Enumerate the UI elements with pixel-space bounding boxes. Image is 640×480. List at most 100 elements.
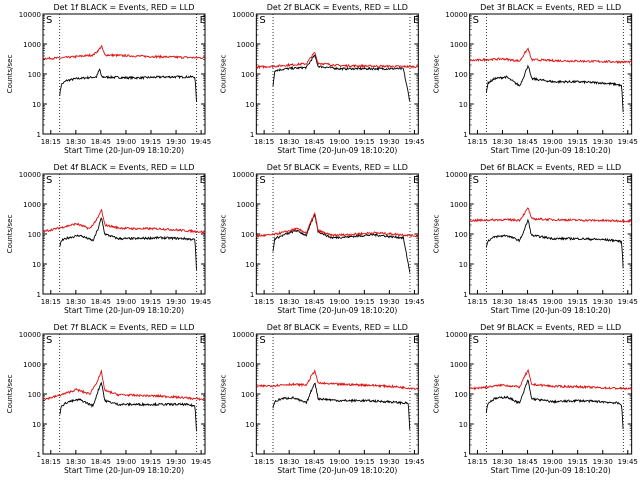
x-tick-label: 18:15: [41, 298, 61, 306]
x-tick-label: 18:15: [467, 458, 487, 466]
x-tick-label: 19:15: [568, 298, 588, 306]
y-tick-label: 100: [28, 391, 41, 399]
lld-series-line: [469, 207, 632, 224]
x-tick-label: 18:30: [66, 458, 86, 466]
start-marker-label: S: [259, 335, 265, 346]
x-tick-label: 19:30: [379, 458, 399, 466]
x-tick-label: 19:00: [329, 458, 349, 466]
y-tick-label: 1: [463, 131, 467, 139]
y-tick-label: 1000: [450, 41, 468, 49]
y-tick-label: 1: [37, 131, 41, 139]
start-marker-label: S: [46, 335, 52, 346]
y-tick-label: 10: [245, 261, 254, 269]
lld-series-line: [255, 368, 419, 391]
x-axis-label: Start Time (20-Jun-09 18:10:20): [277, 466, 397, 475]
x-tick-label: 18:15: [467, 298, 487, 306]
x-tick-label: 18:30: [66, 298, 86, 306]
chart-title: Det 5f BLACK = Events, RED = LLD: [267, 163, 408, 172]
lld-series-line: [469, 47, 633, 65]
x-axis-label: Start Time (20-Jun-09 18:10:20): [491, 146, 611, 155]
y-tick-label: 1000: [23, 41, 41, 49]
x-tick-label: 19:45: [404, 138, 424, 146]
y-axis-label: Counts/sec: [219, 375, 227, 414]
y-tick-label: 100: [454, 71, 467, 79]
x-tick-label: 19:15: [568, 138, 588, 146]
x-axis-label: Start Time (20-Jun-09 18:10:20): [64, 466, 184, 475]
x-tick-label: 18:30: [279, 458, 299, 466]
x-axis-label: Start Time (20-Jun-09 18:10:20): [277, 146, 397, 155]
y-axis-label: Counts/sec: [433, 215, 441, 254]
chart-title: Det 6f BLACK = Events, RED = LLD: [480, 163, 621, 172]
x-axis-label: Start Time (20-Jun-09 18:10:20): [491, 306, 611, 315]
x-tick-label: 18:45: [304, 298, 324, 306]
y-tick-label: 100: [28, 71, 41, 79]
start-marker-label: S: [473, 15, 479, 26]
x-tick-label: 19:15: [141, 298, 161, 306]
y-tick-label: 1: [463, 291, 467, 299]
y-tick-label: 1: [463, 451, 467, 459]
events-series-line: [59, 381, 197, 432]
y-tick-label: 100: [241, 231, 254, 239]
x-tick-label: 18:15: [254, 138, 274, 146]
x-tick-label: 19:30: [166, 298, 186, 306]
x-tick-label: 18:15: [254, 458, 274, 466]
start-marker-label: S: [46, 15, 52, 26]
plot-frame: [42, 173, 206, 295]
x-tick-label: 19:45: [404, 298, 424, 306]
y-tick-label: 10000: [19, 331, 41, 339]
chart-title: Det 3f BLACK = Events, RED = LLD: [480, 3, 621, 12]
end-marker-label: E: [413, 15, 419, 26]
x-tick-label: 19:00: [329, 138, 349, 146]
lld-series-line: [469, 368, 633, 391]
y-axis-label: Counts/sec: [433, 375, 441, 414]
x-tick-label: 19:45: [618, 458, 638, 466]
events-series-line: [272, 54, 411, 102]
lld-series-line: [42, 369, 206, 402]
y-tick-label: 100: [28, 231, 41, 239]
x-axis-label: Start Time (20-Jun-09 18:10:20): [491, 466, 611, 475]
start-marker-label: S: [46, 175, 52, 186]
lld-series-line: [42, 209, 206, 234]
start-marker-label: S: [473, 335, 479, 346]
end-marker-label: E: [200, 175, 206, 186]
y-tick-label: 10000: [232, 171, 254, 179]
end-marker-label: E: [626, 335, 632, 346]
y-tick-label: 10: [32, 261, 41, 269]
x-tick-label: 19:30: [593, 298, 613, 306]
plot-frame: [469, 13, 633, 135]
x-tick-label: 18:15: [41, 458, 61, 466]
x-tick-label: 19:15: [141, 138, 161, 146]
chart-title: Det 8f BLACK = Events, RED = LLD: [267, 323, 408, 332]
x-tick-label: 18:15: [41, 138, 61, 146]
y-tick-label: 10: [459, 421, 468, 429]
x-tick-label: 18:45: [91, 298, 111, 306]
lld-series-line: [256, 212, 419, 238]
x-tick-label: 19:30: [593, 138, 613, 146]
y-tick-label: 10: [245, 101, 254, 109]
x-tick-label: 19:00: [543, 458, 563, 466]
chart-title: Det 9f BLACK = Events, RED = LLD: [480, 323, 621, 332]
plot-frame: [255, 13, 419, 135]
chart-title: Det 2f BLACK = Events, RED = LLD: [267, 3, 408, 12]
y-tick-label: 1000: [23, 361, 41, 369]
x-tick-label: 18:30: [492, 298, 512, 306]
events-series-line: [485, 379, 624, 430]
y-tick-label: 1000: [237, 361, 255, 369]
y-tick-label: 1: [250, 131, 254, 139]
y-tick-label: 10000: [445, 331, 467, 339]
y-tick-label: 10: [32, 101, 41, 109]
x-tick-label: 18:30: [492, 458, 512, 466]
x-tick-label: 19:00: [543, 298, 563, 306]
y-tick-label: 10: [459, 261, 468, 269]
y-tick-label: 10000: [445, 11, 467, 19]
y-tick-label: 100: [454, 391, 467, 399]
y-axis-label: Counts/sec: [6, 375, 14, 414]
x-tick-label: 19:30: [166, 138, 186, 146]
